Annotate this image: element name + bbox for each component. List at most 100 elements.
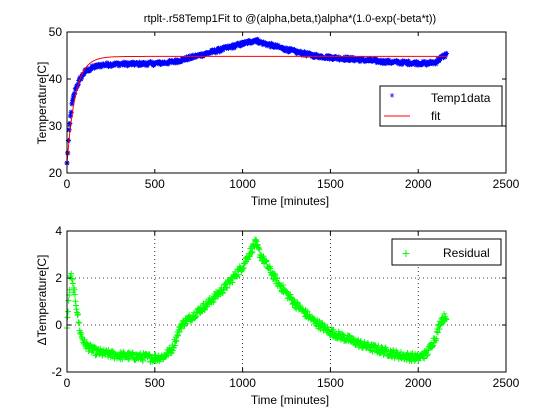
temp1data-point	[443, 50, 449, 57]
residual-point	[311, 316, 318, 323]
temp1data-point	[141, 62, 147, 68]
legend-temp1data-label: Temp1data	[431, 91, 491, 105]
residual-point	[72, 302, 79, 309]
top-legend-box	[379, 85, 503, 127]
temp1data-point	[105, 62, 111, 68]
residual-point	[216, 290, 223, 297]
top-x-tick-label: 500	[145, 177, 165, 191]
temp1data-point	[270, 41, 276, 48]
residual-point	[229, 279, 236, 286]
residual-point	[174, 332, 181, 339]
residual-point	[75, 319, 82, 326]
residual-point	[64, 314, 71, 321]
bottom-x-tick-label: 500	[145, 376, 165, 390]
residual-point	[139, 357, 146, 364]
residual-point	[274, 275, 281, 282]
residual-point	[279, 282, 286, 289]
residual-point	[93, 351, 100, 358]
temp1data-point	[208, 50, 214, 56]
top-x-tick-label: 1000	[229, 177, 256, 191]
residual-point	[173, 337, 180, 344]
temp1data-point	[136, 59, 142, 65]
residual-point	[436, 325, 443, 332]
bottom-y-tick-label: 4	[55, 224, 62, 238]
residual-point	[74, 311, 81, 318]
temp1data-point	[357, 58, 363, 65]
bottom-x-tick-label: 1500	[317, 376, 344, 390]
residual-point	[146, 351, 153, 358]
temp1data-point	[238, 42, 244, 48]
temp1data-point	[188, 55, 194, 62]
temp1data-point	[66, 127, 72, 133]
temp1data-point	[294, 50, 300, 57]
residual-point	[169, 347, 176, 354]
top-axes: 0 500 1000 1500 2000 2500 20 30 40 50	[49, 25, 520, 191]
temp1data-point	[436, 57, 442, 64]
residual-point	[375, 342, 382, 349]
temp1data-point	[67, 120, 73, 127]
residual-point	[259, 254, 266, 261]
residual-point	[267, 265, 274, 272]
residual-point	[434, 329, 441, 336]
temp1data-point	[327, 56, 333, 62]
legend-temp1data-marker: *	[389, 90, 394, 105]
temp1data-point	[299, 49, 305, 56]
temp1data-point	[70, 97, 76, 103]
residual-point	[253, 238, 260, 245]
bottom-legend: + Residual	[391, 238, 502, 266]
residual-point	[263, 257, 270, 264]
residual-point	[251, 243, 258, 250]
residual-point	[287, 291, 294, 298]
temp1data-point	[178, 58, 185, 64]
temp1data-point	[211, 47, 218, 53]
residual-point	[65, 308, 72, 315]
temp1data-point	[301, 49, 308, 55]
temp1data-point	[259, 40, 265, 46]
temp1data-point	[343, 57, 349, 63]
residual-point	[75, 311, 82, 318]
residual-point	[193, 313, 200, 320]
residual-point	[87, 342, 94, 349]
residual-point	[73, 306, 80, 313]
top-x-axis-label: Time [minutes]	[251, 194, 329, 208]
residual-point	[249, 248, 256, 255]
residual-point	[69, 280, 76, 287]
temp1data-point	[386, 57, 392, 63]
top-x-tick-label: 2500	[493, 177, 520, 191]
bottom-legend-box	[391, 238, 502, 266]
temp1data-point	[70, 94, 76, 100]
top-x-tick-label: 2000	[405, 177, 432, 191]
residual-point	[221, 281, 228, 288]
temp1data-point	[345, 55, 351, 61]
residual-point	[210, 298, 217, 305]
bottom-axes-frame	[66, 230, 507, 373]
residual-point	[263, 258, 270, 265]
residual-point	[430, 342, 437, 349]
residual-point	[105, 347, 112, 354]
residual-point	[424, 352, 431, 359]
temp1data-point	[283, 45, 289, 51]
residual-point	[254, 241, 261, 248]
top-chart: rtplt-.r58Temp1Fit to @(alpha,beta,t)alp…	[35, 13, 520, 208]
temp1data-point	[367, 56, 374, 62]
temp1data-point	[78, 76, 84, 82]
residual-point	[99, 352, 106, 359]
temp1data-point	[130, 59, 136, 65]
temp1data-point	[81, 69, 88, 76]
temp1data-point	[69, 101, 75, 107]
temp1data-point	[65, 137, 72, 144]
residual-point	[71, 291, 78, 298]
residual-point	[253, 236, 260, 243]
residual-point	[256, 246, 263, 253]
residual-point	[192, 314, 199, 321]
residual-point	[412, 356, 419, 363]
legend-residual-marker: +	[402, 245, 410, 261]
residual-point	[183, 320, 190, 327]
residual-point	[224, 284, 231, 291]
residual-point	[272, 271, 279, 278]
residual-point	[71, 286, 78, 293]
top-y-tick-label: 40	[49, 72, 63, 86]
